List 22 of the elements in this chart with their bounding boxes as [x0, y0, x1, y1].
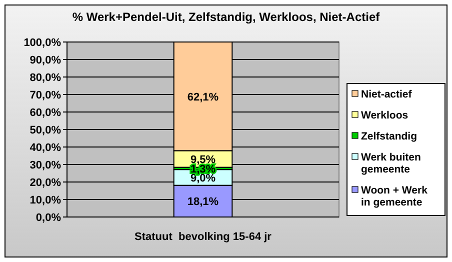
data-label: 62,1%	[187, 91, 219, 104]
y-tick-label: 70,0%	[30, 90, 62, 102]
legend-label: Werkloos	[361, 110, 408, 122]
y-tick-label: 0,0%	[36, 212, 62, 224]
y-tick-label: 80,0%	[30, 72, 62, 84]
y-tick-label: 40,0%	[30, 142, 62, 154]
y-tick-label: 20,0%	[30, 177, 62, 189]
y-tick-label: 50,0%	[30, 124, 62, 136]
y-tick-label: 10,0%	[30, 194, 62, 206]
data-label: 18,1%	[187, 196, 219, 208]
y-tick-label: 60,0%	[30, 107, 62, 119]
data-label: 9,0%	[190, 172, 216, 184]
data-label: 9,5%	[190, 154, 216, 166]
y-tick-label: 100,0%	[24, 37, 62, 49]
x-tick-label: Statuut bevolking 15-64 jr	[134, 231, 272, 243]
chart-title: % Werk+Pendel-Uit, Zelfstandig, Werkloos, Niet-Actief	[72, 10, 381, 24]
legend-label: Woon + Werk in gemeente	[361, 184, 428, 208]
y-tick-label: 90,0%	[30, 54, 62, 66]
legend-label: Werk buiten gemeente	[361, 152, 421, 176]
y-tick-label: 30,0%	[30, 160, 62, 172]
legend-label: Niet-actief	[361, 88, 412, 100]
legend-label: Zelfstandig	[361, 130, 418, 142]
